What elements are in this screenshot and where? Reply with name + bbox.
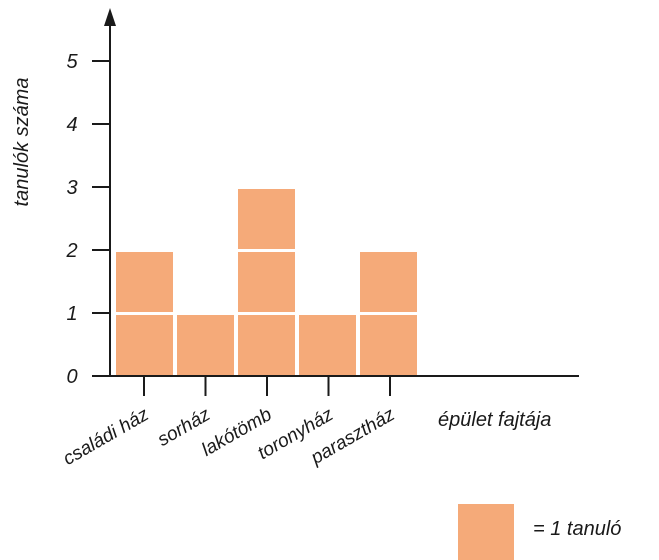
x-axis-title: épület fajtája xyxy=(438,409,551,431)
y-tick-label: 0 xyxy=(66,366,77,388)
unit-square xyxy=(238,315,295,375)
unit-square xyxy=(360,252,417,312)
unit-squares-layer xyxy=(116,189,417,375)
unit-square xyxy=(360,315,417,375)
y-tick-label: 2 xyxy=(65,240,77,262)
y-ticks-layer: 0 1 2 3 4 5 xyxy=(65,51,110,388)
y-tick-label: 5 xyxy=(66,51,78,73)
y-axis-title: tanulók száma xyxy=(11,78,33,207)
y-tick-label: 4 xyxy=(66,114,77,136)
y-tick-label: 1 xyxy=(66,303,77,325)
y-axis-arrowhead xyxy=(104,8,116,26)
unit-square xyxy=(177,315,234,375)
x-tick-label: családi ház xyxy=(60,404,153,470)
legend-swatch xyxy=(458,504,514,560)
unit-square xyxy=(238,189,295,249)
legend-label: = 1 tanuló xyxy=(533,518,621,540)
unit-square xyxy=(299,315,356,375)
unit-square xyxy=(116,315,173,375)
unit-square xyxy=(238,252,295,312)
unit-square xyxy=(116,252,173,312)
x-ticks-layer: családi ház sorházlakótömbtoronyházparasz… xyxy=(60,376,399,470)
y-tick-label: 3 xyxy=(66,177,77,199)
